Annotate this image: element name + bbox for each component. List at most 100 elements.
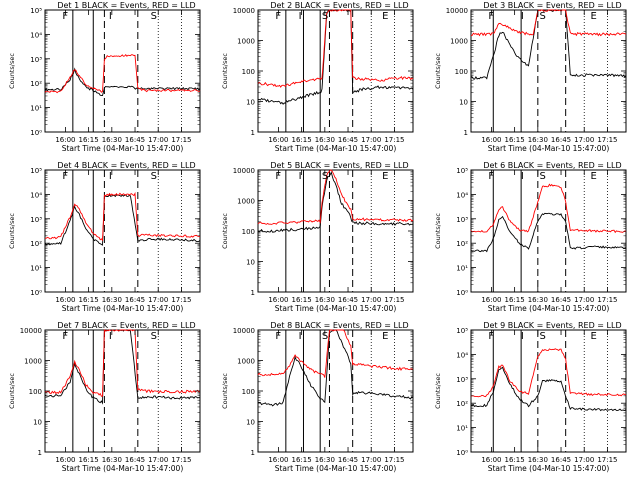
x-tick-label: 17:00 [574, 456, 594, 464]
x-tick-label: 17:15 [171, 456, 191, 464]
panel-title: Det 2 BLACK = Events, RED = LLD [270, 1, 408, 10]
events-series-line [44, 67, 201, 97]
x-tick-label: 16:45 [125, 456, 145, 464]
y-tick-label: 10⁵ [456, 327, 468, 335]
flag-label-f: F [488, 11, 494, 22]
y-axis-label: Counts/sec [434, 53, 442, 89]
y-tick-label: 10000 [233, 167, 255, 175]
x-tick-label: 16:30 [528, 136, 548, 144]
y-axis-label: Counts/sec [434, 213, 442, 249]
plot-frame [257, 9, 414, 133]
x-tick-label: 16:00 [55, 136, 75, 144]
x-tick-label: 16:30 [102, 456, 122, 464]
y-axis-label: Counts/sec [221, 53, 229, 89]
flag-label-f: F [275, 11, 281, 22]
flag-label-f: F [62, 331, 68, 342]
y-axis-label: Counts/sec [221, 213, 229, 249]
events-series-line [44, 329, 201, 405]
y-tick-label: 10¹ [30, 105, 42, 113]
detector-panel-1: Det 1 BLACK = Events, RED = LLDFISE10⁰10… [8, 1, 201, 153]
y-tick-label: 10 [246, 419, 255, 427]
events-series-line [257, 329, 414, 407]
flag-label-e: E [591, 331, 597, 342]
x-tick-label: 16:45 [551, 136, 571, 144]
flag-label-s: S [539, 331, 545, 342]
y-tick-label: 100 [242, 68, 255, 76]
y-tick-label: 10⁴ [30, 31, 42, 39]
lld-series-line [44, 329, 201, 397]
x-axis-label: Start Time (04-Mar-10 15:47:00) [62, 144, 184, 153]
flag-label-i: I [521, 11, 524, 22]
y-tick-label: 10¹ [456, 265, 468, 273]
y-tick-label: 10000 [446, 7, 468, 15]
x-tick-label: 17:00 [148, 456, 168, 464]
events-series-line [257, 171, 414, 233]
y-tick-label: 10³ [30, 56, 42, 64]
x-tick-label: 16:30 [528, 456, 548, 464]
y-tick-label: 1 [38, 449, 42, 457]
plot-frame [470, 9, 627, 133]
plot-frame [470, 329, 627, 453]
flag-label-s: S [151, 331, 157, 342]
flag-label-s: S [322, 11, 328, 22]
flag-label-i: I [521, 331, 524, 342]
x-axis-label: Start Time (04-Mar-10 15:47:00) [62, 464, 184, 473]
y-tick-label: 1 [251, 449, 255, 457]
x-tick-label: 17:00 [574, 136, 594, 144]
y-tick-label: 1000 [237, 198, 255, 206]
detector-panel-4: Det 4 BLACK = Events, RED = LLDFISE10⁰10… [8, 161, 201, 313]
flag-label-e: E [591, 11, 597, 22]
x-tick-label: 17:00 [361, 296, 381, 304]
events-series-line [44, 194, 201, 246]
x-axis-label: Start Time (04-Mar-10 15:47:00) [275, 464, 397, 473]
x-tick-label: 16:45 [551, 456, 571, 464]
panel-title: Det 6 BLACK = Events, RED = LLD [483, 161, 621, 170]
x-tick-label: 16:45 [125, 296, 145, 304]
y-tick-label: 1 [251, 289, 255, 297]
y-tick-label: 10⁰ [456, 289, 468, 297]
y-tick-label: 1000 [24, 358, 42, 366]
y-tick-label: 10² [456, 240, 468, 248]
lld-series-line [470, 9, 627, 37]
y-tick-label: 10³ [456, 216, 468, 224]
lld-series-line [44, 53, 201, 94]
y-tick-label: 10⁰ [30, 289, 42, 297]
y-tick-label: 10 [246, 99, 255, 107]
panel-title: Det 3 BLACK = Events, RED = LLD [483, 1, 621, 10]
flag-label-f: F [275, 171, 281, 182]
y-axis-label: Counts/sec [434, 373, 442, 409]
x-tick-label: 17:00 [361, 136, 381, 144]
y-tick-label: 10² [30, 80, 42, 88]
y-tick-label: 10 [33, 419, 42, 427]
y-tick-label: 10000 [233, 327, 255, 335]
x-tick-label: 16:00 [55, 456, 75, 464]
plot-frame [257, 169, 414, 293]
y-tick-label: 10¹ [456, 425, 468, 433]
x-tick-label: 16:00 [481, 456, 501, 464]
y-tick-label: 10⁴ [456, 351, 468, 359]
y-tick-label: 100 [29, 388, 42, 396]
x-tick-label: 16:45 [551, 296, 571, 304]
y-axis-label: Counts/sec [8, 53, 16, 89]
flag-label-s: S [151, 171, 157, 182]
events-series-line [257, 9, 414, 105]
y-tick-label: 1 [251, 129, 255, 137]
y-tick-label: 10¹ [30, 265, 42, 273]
flag-label-i: I [299, 171, 302, 182]
x-tick-label: 17:15 [171, 296, 191, 304]
y-tick-label: 1000 [450, 38, 468, 46]
detector-panel-7: Det 7 BLACK = Events, RED = LLDFISE11010… [8, 321, 201, 473]
y-tick-label: 100 [242, 388, 255, 396]
y-tick-label: 10⁰ [30, 129, 42, 137]
y-tick-label: 1000 [237, 358, 255, 366]
y-tick-label: 10³ [30, 216, 42, 224]
y-tick-label: 10⁰ [456, 449, 468, 457]
flag-label-i: I [109, 331, 112, 342]
y-tick-label: 10000 [233, 7, 255, 15]
x-tick-label: 16:15 [292, 296, 312, 304]
x-tick-label: 17:00 [148, 296, 168, 304]
plot-frame [44, 169, 201, 293]
x-tick-label: 16:15 [505, 456, 525, 464]
